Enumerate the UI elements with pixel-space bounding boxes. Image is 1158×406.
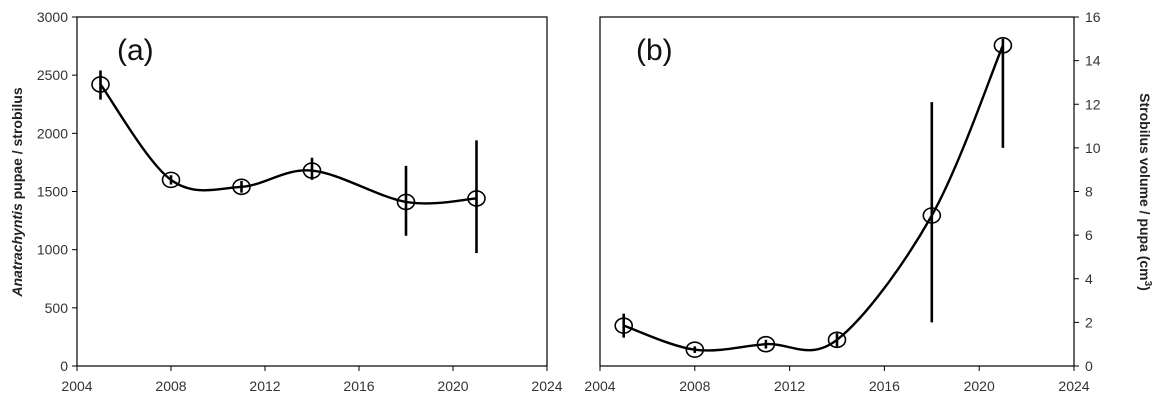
data-point — [467, 190, 486, 207]
y-tick-label: 2500 — [37, 67, 68, 83]
panel-b-y-axis-title-sup: 3 — [1143, 281, 1154, 287]
panel-a-chart: (a) 2004 2008 2012 2016 2020 2024 0 500 1000 150… — [9, 9, 563, 394]
data-point — [827, 331, 847, 349]
panel-b-y-ticks: 0 2 4 6 8 10 12 14 16 — [1074, 9, 1101, 374]
panel-b-x-ticks: 2004 2008 2012 2016 2020 2024 — [584, 366, 1090, 394]
y-tick-label: 500 — [45, 300, 69, 316]
data-point — [922, 207, 942, 224]
panel-a-y-axis-title-rest: pupae / strobilus — [9, 87, 25, 203]
y-tick-label: 8 — [1085, 184, 1093, 200]
y-tick-label: 4 — [1085, 271, 1093, 287]
x-tick-label: 2012 — [249, 378, 280, 394]
y-tick-label: 14 — [1085, 53, 1101, 69]
panel-a-series — [91, 70, 486, 254]
panel-a-label: (a) — [117, 34, 154, 67]
y-tick-label: 6 — [1085, 227, 1093, 243]
panel-a-y-ticks: 0 500 1000 1500 2000 2500 3000 — [37, 9, 77, 374]
panel-b-y-axis-title: Strobilus volume / pupa (cm3) — [1137, 93, 1154, 291]
x-tick-label: 2012 — [774, 378, 805, 394]
panel-a-y-axis-title-italic: Anatrachyntis — [9, 203, 25, 298]
data-point — [614, 317, 634, 334]
x-tick-label: 2008 — [155, 378, 186, 394]
panel-b-chart: (b) 2004 2008 2012 2016 2020 2024 0 2 4 6 8 10 12 14… — [584, 9, 1153, 394]
data-point — [993, 37, 1013, 54]
y-tick-label: 12 — [1085, 96, 1101, 112]
y-tick-label: 16 — [1085, 9, 1101, 25]
y-tick-label: 1500 — [37, 184, 68, 200]
data-point — [91, 76, 110, 93]
data-point — [756, 335, 776, 353]
y-tick-label: 2000 — [37, 125, 68, 141]
x-tick-label: 2024 — [1058, 378, 1089, 394]
series-line — [99, 83, 477, 205]
x-tick-label: 2004 — [584, 378, 615, 394]
x-tick-label: 2008 — [679, 378, 710, 394]
data-point — [302, 162, 322, 179]
x-tick-label: 2020 — [437, 378, 468, 394]
data-point — [685, 341, 705, 358]
series-line — [623, 44, 1005, 352]
data-point — [396, 193, 416, 211]
x-tick-label: 2016 — [869, 378, 900, 394]
y-tick-label: 0 — [60, 358, 68, 374]
panel-b-series — [614, 37, 1013, 358]
data-point — [232, 178, 251, 196]
x-tick-label: 2020 — [964, 378, 995, 394]
y-tick-label: 1000 — [37, 242, 68, 258]
panel-b-label: (b) — [636, 34, 673, 67]
panel-a-x-ticks: 2004 2008 2012 2016 2020 2024 — [61, 366, 563, 394]
y-tick-label: 2 — [1085, 314, 1093, 330]
y-tick-label: 0 — [1085, 358, 1093, 374]
y-tick-label: 10 — [1085, 140, 1101, 156]
x-tick-label: 2024 — [531, 378, 562, 394]
x-tick-label: 2016 — [343, 378, 374, 394]
panel-a-y-axis-title: Anatrachyntis pupae / strobilus — [9, 87, 25, 297]
panel-b-y-axis-title-end: ) — [1137, 286, 1153, 291]
x-tick-label: 2004 — [61, 378, 92, 394]
panel-b-y-axis-title-main: Strobilus volume / pupa (cm — [1137, 93, 1153, 280]
y-tick-label: 3000 — [37, 9, 68, 25]
data-point — [161, 171, 181, 189]
